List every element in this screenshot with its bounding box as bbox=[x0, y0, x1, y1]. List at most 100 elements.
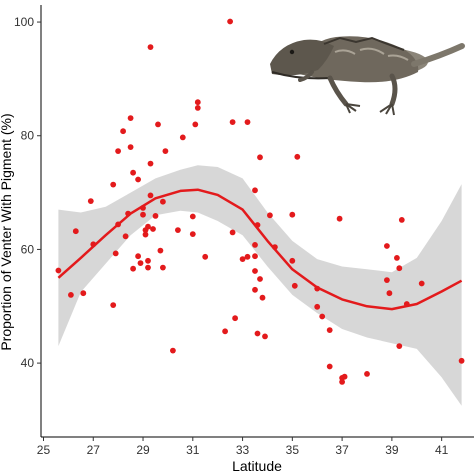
data-point bbox=[194, 99, 201, 106]
data-point bbox=[396, 265, 403, 272]
data-point bbox=[130, 169, 137, 176]
data-point bbox=[150, 226, 156, 232]
data-point bbox=[232, 315, 239, 322]
data-point bbox=[289, 211, 296, 218]
data-point bbox=[252, 286, 258, 293]
data-point bbox=[137, 260, 144, 266]
data-point bbox=[229, 229, 236, 236]
x-tick-label: 27 bbox=[87, 443, 101, 457]
y-tick-label: 60 bbox=[21, 242, 35, 256]
x-tick-label: 31 bbox=[186, 443, 200, 457]
data-point bbox=[135, 176, 142, 183]
data-point bbox=[403, 301, 410, 307]
data-point bbox=[192, 121, 199, 128]
data-point bbox=[272, 244, 278, 251]
data-point bbox=[259, 294, 266, 301]
data-point bbox=[291, 282, 298, 289]
data-point bbox=[294, 153, 301, 160]
data-point bbox=[364, 371, 370, 377]
data-point bbox=[125, 210, 131, 217]
x-tick-label: 35 bbox=[286, 443, 300, 457]
data-point bbox=[229, 119, 236, 125]
data-point bbox=[160, 198, 166, 205]
data-point bbox=[394, 255, 400, 261]
data-point bbox=[222, 328, 229, 335]
data-point bbox=[398, 217, 405, 223]
data-point bbox=[239, 256, 246, 262]
data-point bbox=[252, 187, 258, 194]
x-tick-label: 33 bbox=[236, 443, 250, 457]
y-tick-label: 100 bbox=[14, 15, 34, 29]
y-axis-ticks: 40 60 80 100 bbox=[14, 15, 41, 370]
data-point bbox=[55, 267, 62, 274]
data-point bbox=[112, 250, 119, 257]
data-point bbox=[418, 280, 425, 287]
data-point bbox=[142, 231, 149, 238]
y-tick-label: 80 bbox=[21, 129, 35, 143]
data-point bbox=[314, 285, 321, 292]
data-point bbox=[257, 154, 263, 161]
data-point bbox=[289, 257, 296, 264]
x-axis-ticks: 25 27 29 31 33 35 37 39 41 bbox=[37, 437, 449, 457]
data-point bbox=[244, 119, 251, 125]
data-point bbox=[257, 276, 263, 282]
data-point bbox=[384, 243, 390, 249]
data-point bbox=[319, 313, 326, 320]
x-tick-label: 29 bbox=[136, 443, 150, 457]
data-point bbox=[170, 347, 176, 354]
data-point bbox=[155, 121, 161, 128]
data-point bbox=[122, 233, 129, 240]
data-point bbox=[244, 253, 251, 260]
confidence-band bbox=[58, 165, 462, 406]
data-point bbox=[194, 105, 201, 111]
data-point bbox=[72, 228, 79, 235]
data-point bbox=[227, 18, 234, 25]
data-point bbox=[254, 330, 261, 337]
data-point bbox=[341, 373, 348, 380]
data-point bbox=[189, 213, 196, 220]
data-point bbox=[202, 253, 209, 260]
x-tick-label: 37 bbox=[335, 443, 349, 457]
data-point bbox=[267, 212, 273, 219]
data-point bbox=[314, 303, 321, 310]
data-point bbox=[140, 211, 146, 218]
data-point bbox=[384, 277, 390, 283]
lizard-photo bbox=[270, 36, 465, 116]
data-point bbox=[80, 290, 87, 297]
data-point bbox=[252, 268, 258, 274]
data-point bbox=[147, 192, 154, 199]
data-point bbox=[115, 221, 121, 228]
data-point bbox=[140, 205, 146, 211]
data-point bbox=[68, 292, 74, 298]
data-point bbox=[326, 363, 333, 370]
data-point bbox=[135, 253, 142, 260]
data-point bbox=[175, 227, 181, 234]
x-tick-label: 41 bbox=[435, 443, 449, 457]
data-point bbox=[115, 148, 121, 155]
data-point bbox=[386, 290, 393, 297]
axes bbox=[40, 5, 474, 438]
data-point bbox=[110, 302, 117, 308]
data-point bbox=[145, 223, 151, 230]
data-point bbox=[326, 327, 333, 333]
data-points-layer bbox=[55, 18, 465, 385]
data-point bbox=[252, 242, 258, 248]
data-point bbox=[145, 264, 151, 271]
y-tick-label: 40 bbox=[21, 356, 35, 370]
data-point bbox=[127, 115, 134, 121]
data-point bbox=[110, 181, 117, 188]
data-point bbox=[336, 215, 343, 222]
data-point bbox=[157, 247, 164, 254]
data-point bbox=[458, 357, 465, 364]
data-point bbox=[254, 222, 261, 228]
data-point bbox=[87, 198, 94, 205]
data-point bbox=[127, 144, 134, 151]
data-point bbox=[252, 253, 258, 260]
data-point bbox=[147, 44, 154, 50]
x-tick-label: 39 bbox=[385, 443, 399, 457]
confidence-band-layer bbox=[58, 165, 462, 406]
data-point bbox=[262, 333, 268, 340]
data-point bbox=[162, 148, 169, 155]
data-point bbox=[160, 264, 166, 271]
